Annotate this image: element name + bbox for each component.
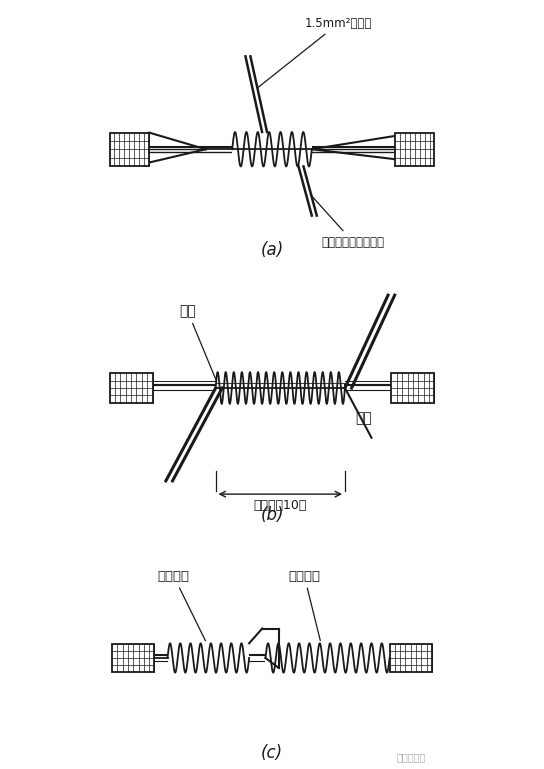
Text: (a): (a): [261, 241, 283, 258]
Bar: [109, 373, 153, 403]
Bar: [395, 132, 435, 166]
Bar: [215, 362, 345, 414]
Text: 填入一根同直径芯线: 填入一根同直径芯线: [310, 195, 385, 248]
Bar: [232, 122, 312, 176]
Text: 电力合伙人: 电力合伙人: [396, 753, 425, 763]
Text: 继续缠绕: 继续缠绕: [288, 570, 320, 641]
Bar: [109, 132, 149, 166]
Text: 1.5mm²裸铜线: 1.5mm²裸铜线: [258, 17, 373, 88]
Bar: [265, 634, 390, 682]
Text: 导线直径10倍: 导线直径10倍: [254, 499, 307, 512]
Bar: [391, 373, 435, 403]
Text: 折回: 折回: [179, 304, 216, 381]
Text: 折回: 折回: [355, 411, 372, 424]
Text: (c): (c): [261, 744, 283, 763]
Bar: [112, 644, 154, 672]
Text: (b): (b): [260, 506, 284, 524]
Bar: [168, 634, 249, 682]
Text: 继续缠绕: 继续缠绕: [158, 570, 206, 641]
Bar: [390, 644, 432, 672]
